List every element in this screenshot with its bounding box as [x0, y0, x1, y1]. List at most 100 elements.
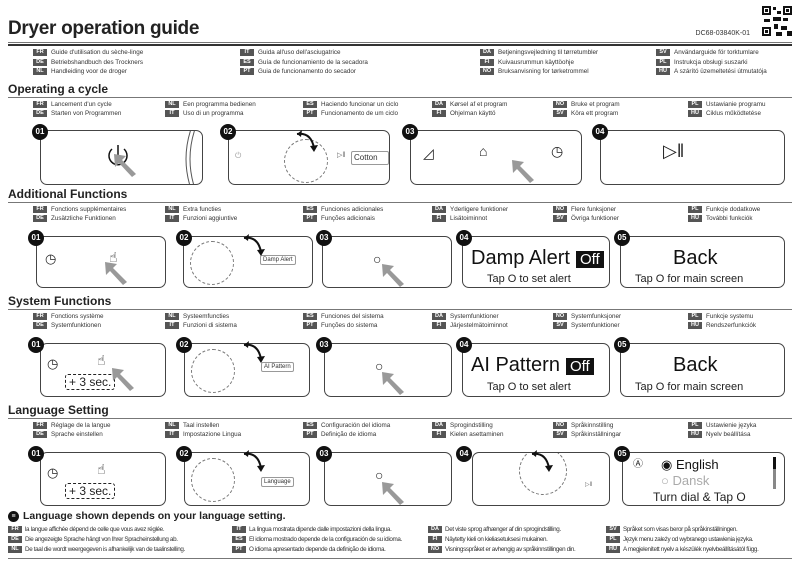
- translation-text: Ciklus működtetése: [706, 110, 761, 117]
- dial[interactable]: [284, 139, 328, 183]
- panel-language-select: Ⓐ ◉ English ○ Dansk Turn dial & Tap O: [622, 452, 785, 506]
- section-heading: Language Setting: [8, 403, 109, 417]
- section-heading: Additional Functions: [8, 187, 128, 201]
- translation-text: Rendszerfunkciók: [706, 322, 757, 329]
- pointer-arrow-icon: [382, 264, 404, 287]
- select-button-icon[interactable]: ○: [375, 467, 384, 483]
- translation-no: NO Bruksanvisning for tørketrommel: [480, 67, 589, 76]
- translation-text: Lancement d'un cycle: [51, 101, 112, 108]
- language-code-badge: IT: [165, 322, 179, 329]
- language-code-badge: PT: [303, 215, 317, 222]
- language-code-badge: PT: [240, 68, 254, 75]
- translation-text: Systeemfuncties: [183, 313, 230, 320]
- select-button-icon[interactable]: ○: [375, 358, 384, 374]
- dial[interactable]: [519, 453, 567, 495]
- dial[interactable]: [190, 241, 234, 285]
- language-code-badge: PT: [303, 322, 317, 329]
- language-code-badge: FR: [33, 422, 47, 429]
- translation-de: DE Die angezeigte Sprache hängt von Ihrer…: [8, 535, 178, 544]
- language-code-badge: DA: [480, 49, 494, 56]
- translation-text: Uso di un programma: [183, 110, 244, 117]
- translation-da: DA Betjeningsvejledning til tørretumbler: [480, 48, 598, 57]
- language-code-badge: DE: [33, 58, 47, 66]
- page-title: Dryer operation guide: [8, 18, 200, 39]
- translation-it: IT Uso di un programma: [165, 109, 244, 118]
- translation-text: Systemfunktioner: [571, 322, 620, 329]
- language-code-badge: HU: [656, 68, 670, 75]
- translation-no: NO Språkinnstilling: [553, 421, 613, 430]
- panel-hold-3sec: ◷ ☝ + 3 sec.: [40, 452, 166, 506]
- language-icon: Ⓐ: [633, 459, 643, 470]
- panel-dial-cotton: ⏻ ▷‖ Cotton: [228, 130, 390, 185]
- scrollbar[interactable]: [773, 457, 776, 489]
- translation-text: Język menu zależy od wybranego ustawieni…: [623, 536, 754, 543]
- translation-text: De taal die wordt weergegeven is afhanke…: [25, 546, 185, 553]
- mini-display: Cotton: [351, 151, 389, 165]
- tap-hint: Tap O for main screen: [635, 381, 744, 393]
- language-code-badge: NO: [553, 313, 567, 320]
- door-edge: [185, 131, 195, 184]
- translation-text: További funkciók: [706, 215, 753, 222]
- home-lock-icon: ⌂: [479, 143, 488, 159]
- language-code-badge: PL: [606, 536, 620, 543]
- option-dansk[interactable]: Dansk: [672, 473, 710, 488]
- translation-text: Användarguide för torktumlare: [674, 49, 759, 56]
- translation-no: NO Flere funksjoner: [553, 205, 616, 214]
- translation-text: Köra ett program: [571, 110, 619, 117]
- mini-ai-label: AI Pattern: [264, 364, 291, 370]
- translation-text: Starten von Programmen: [51, 110, 122, 117]
- translation-it: IT Funzioni di sistema: [165, 321, 237, 330]
- language-code-badge: HU: [688, 110, 702, 117]
- translation-sv: SV Köra ett program: [553, 109, 618, 118]
- language-code-badge: HU: [688, 322, 702, 329]
- panel-dial-damp: Damp Alert: [183, 236, 313, 288]
- translation-text: Sprache einstellen: [51, 431, 103, 438]
- translation-text: Ustawianie programu: [706, 101, 766, 108]
- translation-pl: PL Język menu zależy od wybranego ustawie…: [606, 535, 754, 544]
- panel-tap: ○: [324, 343, 452, 397]
- section-heading: System Functions: [8, 294, 112, 308]
- translation-text: Guía de funcionamiento de la secadora: [258, 58, 368, 66]
- translation-text: Sprogindstilling: [450, 422, 493, 429]
- translation-pl: PL Ustawianie programu: [688, 100, 766, 109]
- translation-text: Funções do sistema: [321, 322, 378, 329]
- translation-fi: FI Ohjelman käyttö: [432, 109, 496, 118]
- off-value: Off: [565, 358, 594, 375]
- pointer-arrow-icon: [112, 368, 134, 391]
- power-icon: ⏻: [235, 151, 242, 160]
- translation-text: Systemfunksjoner: [571, 313, 622, 320]
- language-code-badge: DA: [428, 526, 442, 533]
- translation-text: Funciones del sistema: [321, 313, 384, 320]
- translation-nl: NL Handleiding voor de droger: [33, 67, 127, 76]
- translation-hu: HU Rendszerfunkciók: [688, 321, 756, 330]
- translation-no: NO Systemfunksjoner: [553, 312, 621, 321]
- translation-fi: FI Lisätoiminnot: [432, 214, 487, 223]
- language-code-badge: IT: [232, 526, 246, 533]
- select-button-icon[interactable]: ○: [373, 251, 382, 267]
- tap-hint: Tap O to set alert: [487, 381, 571, 393]
- dial[interactable]: [191, 349, 235, 393]
- translation-fr: FR Guide d'utilisation du sèche-linge: [33, 48, 143, 57]
- translation-text: Systemfunktionen: [51, 322, 102, 329]
- translation-es: ES Haciendo funcionar un ciclo: [303, 100, 398, 109]
- translation-text: Haciendo funcionar un ciclo: [321, 101, 399, 108]
- option-english[interactable]: English: [675, 457, 719, 472]
- translation-text: Funzioni di sistema: [183, 322, 237, 329]
- translation-pt: PT Guia de funcionamento do secador: [240, 67, 356, 76]
- language-code-badge: ES: [303, 101, 317, 108]
- translation-pt: PT O idioma apresentado depende da defini…: [232, 545, 386, 554]
- language-code-badge: NO: [553, 206, 567, 213]
- translation-text: Guide d'utilisation du sèche-linge: [51, 49, 144, 56]
- translation-text: Funkcje systemu: [706, 313, 754, 320]
- dial[interactable]: [191, 458, 235, 502]
- divider: [8, 309, 792, 310]
- translation-it: IT Impostazione Lingua: [165, 430, 241, 439]
- language-code-badge: FI: [428, 536, 442, 543]
- translation-text: Näytetty kieli on kieliasetuksesi mukain…: [445, 536, 548, 543]
- translation-fr: FR Lancement d'un cycle: [33, 100, 112, 109]
- note-title: Language shown depends on your language …: [23, 510, 286, 522]
- translation-da: DA Yderligere funktioner: [432, 205, 508, 214]
- language-code-badge: FR: [33, 49, 47, 56]
- language-code-badge: IT: [165, 431, 179, 438]
- hold-duration: + 3 sec.: [65, 483, 116, 499]
